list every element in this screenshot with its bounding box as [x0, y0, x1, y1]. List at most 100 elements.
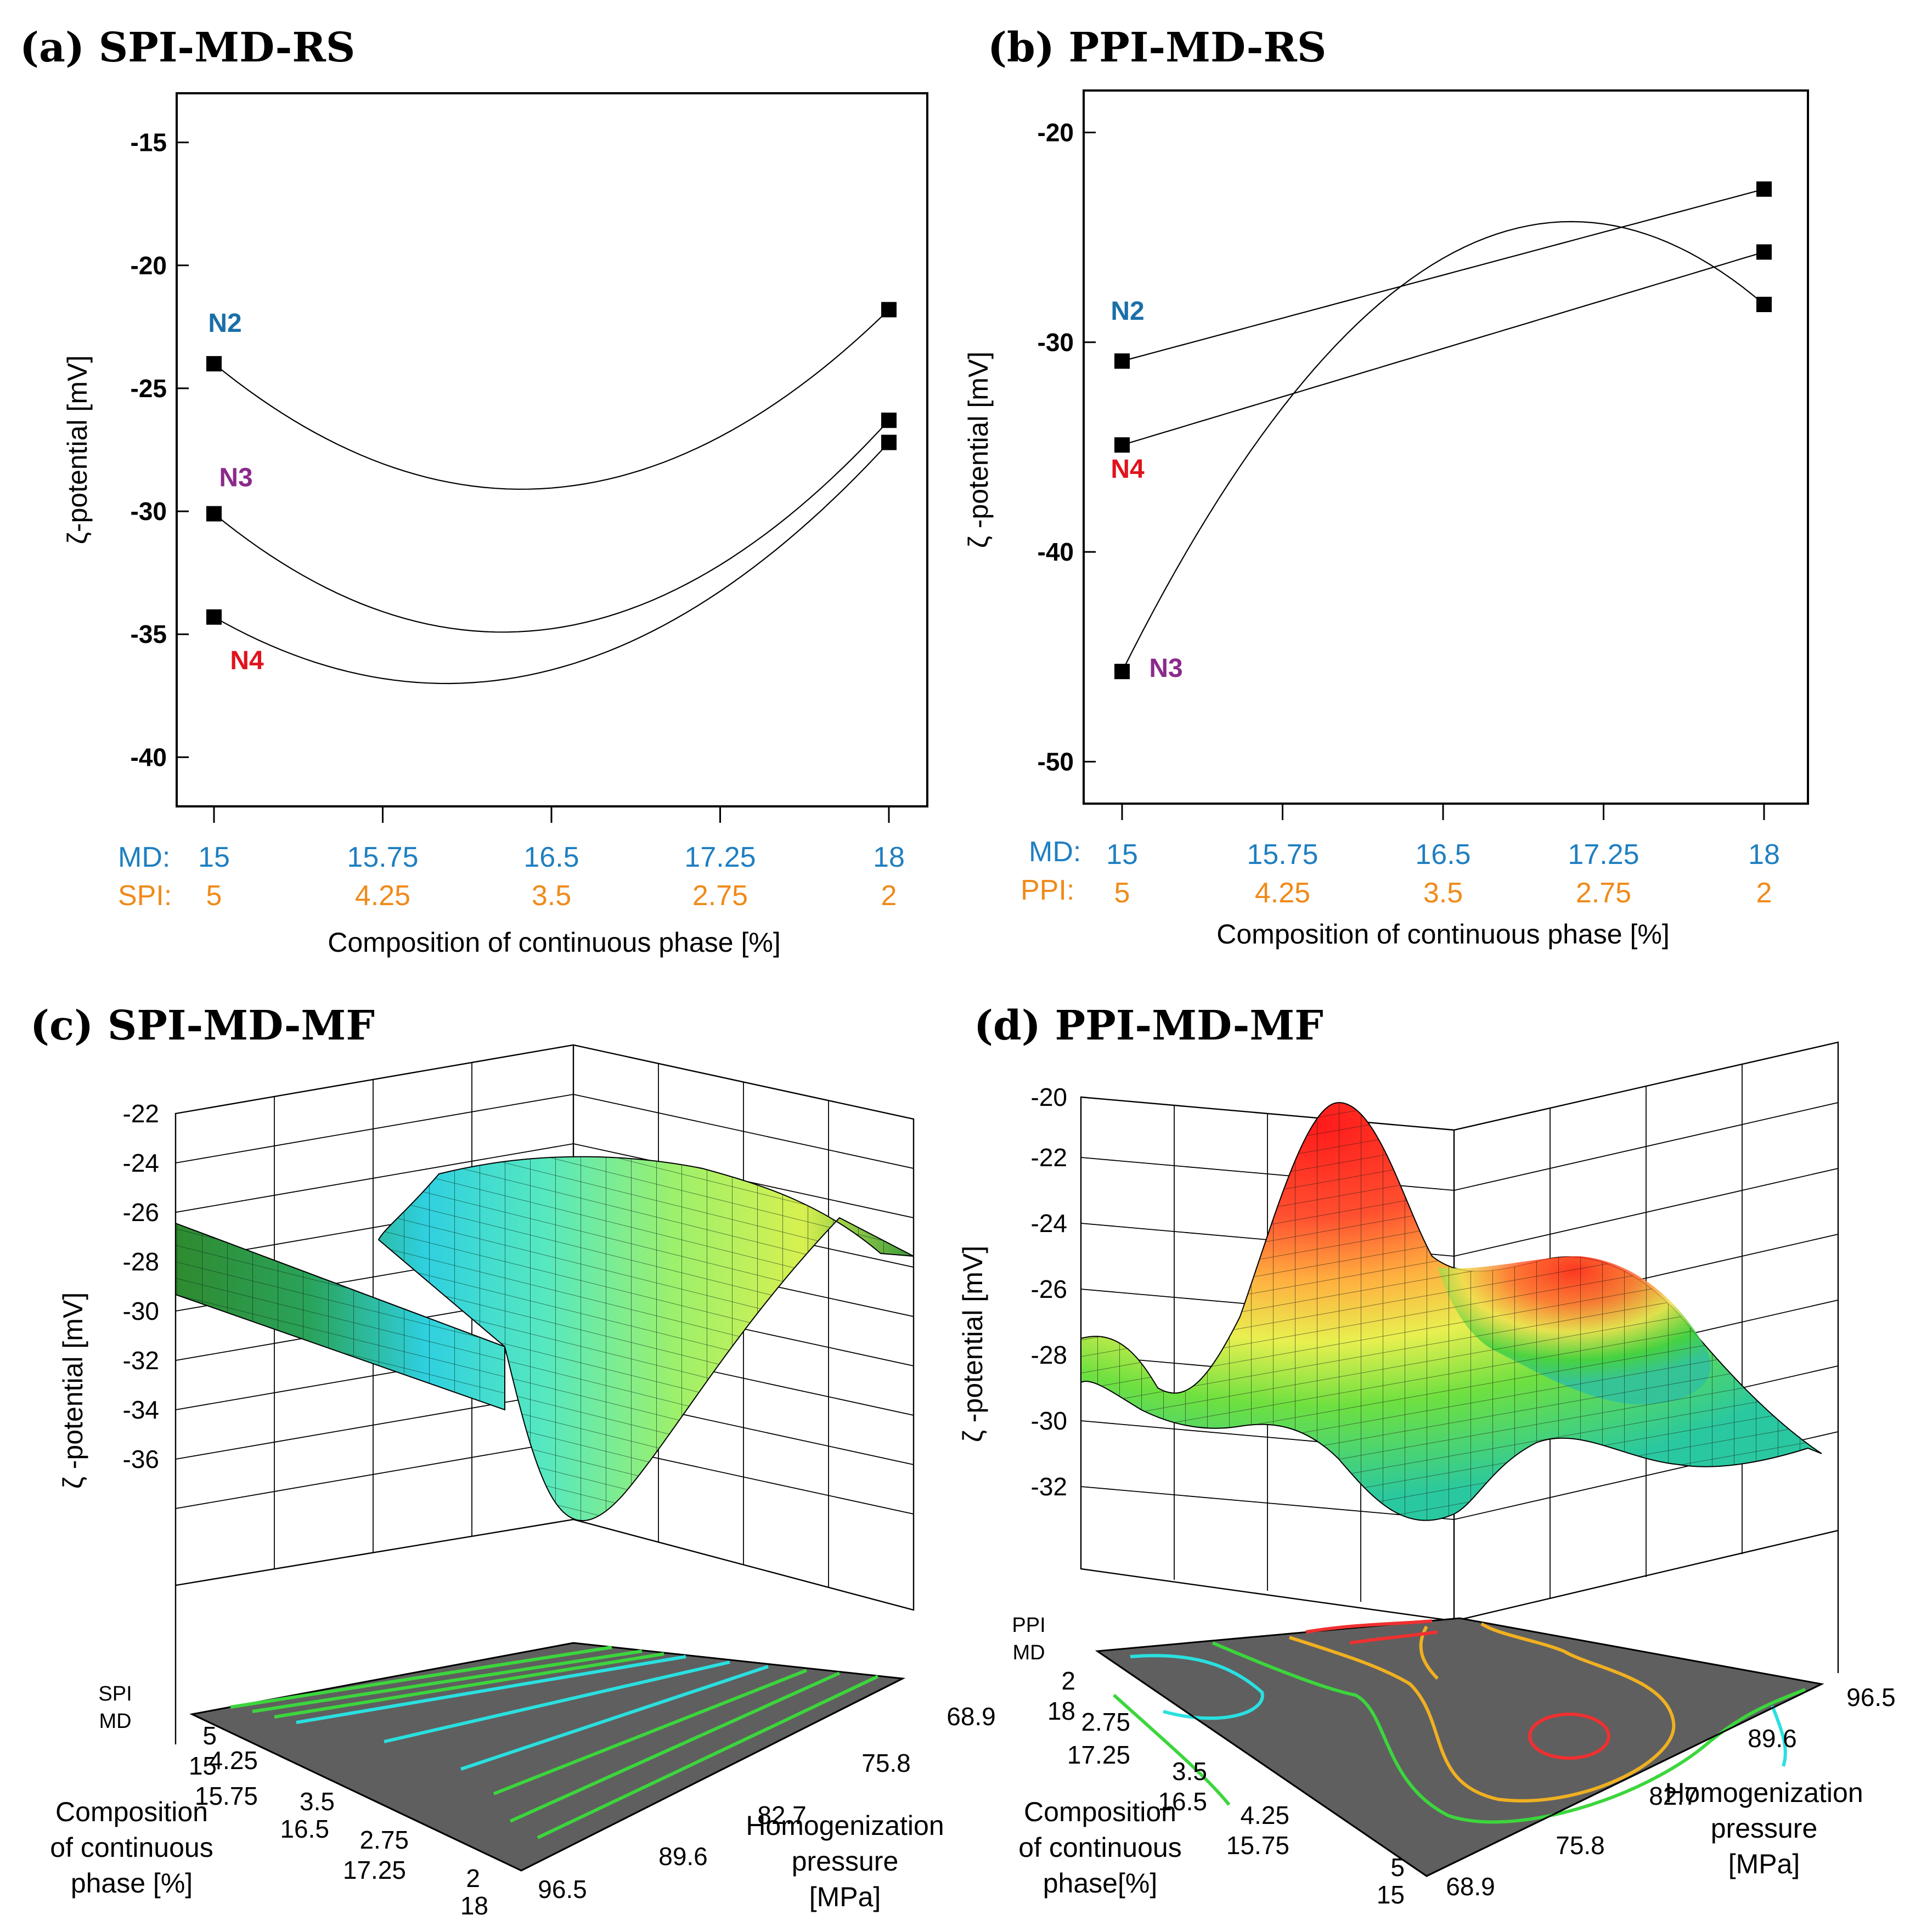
- y-tick-label: -20: [131, 251, 167, 280]
- data-point-N4: [1756, 244, 1772, 260]
- panel-c-comp-label-1: Composition: [55, 1797, 208, 1827]
- md-tick-label: 17.25: [1568, 839, 1639, 871]
- pressure-tick-label: 96.5: [1846, 1683, 1896, 1711]
- panel-a-points: [206, 302, 897, 625]
- panel-b-series-labels: N2 N4 N3: [1111, 297, 1182, 683]
- pi-tick-label: 2.75: [1576, 877, 1631, 909]
- panel-b-points: [1114, 181, 1772, 680]
- panel-d-comp-label-2: of continuous: [1018, 1832, 1181, 1863]
- pressure-tick-label: 82.7: [1649, 1782, 1698, 1810]
- pi-tick-label: 5: [1390, 1853, 1405, 1882]
- y-tick-label: -35: [131, 620, 167, 648]
- series-label-N3: N3: [1149, 654, 1182, 683]
- panel-c-zlabel: ζ -potential [mV]: [58, 1292, 88, 1489]
- z-tick-label: -24: [1031, 1209, 1067, 1238]
- panel-a-curves: [213, 309, 889, 685]
- data-point-N4: [1114, 437, 1130, 453]
- z-tick-label: -32: [1031, 1472, 1067, 1501]
- y-tick-label: -20: [1038, 118, 1074, 146]
- pi-tick-label: 2: [1061, 1667, 1075, 1695]
- panel-b-ppi-prefix: PPI:: [1021, 874, 1074, 906]
- data-point-N2: [1756, 181, 1772, 197]
- pi-tick-label: 2: [1756, 877, 1772, 909]
- z-tick-label: -26: [123, 1198, 159, 1227]
- z-tick-label: -28: [1031, 1341, 1067, 1369]
- pi-tick-label: 4.25: [355, 880, 410, 912]
- y-tick-label: -25: [131, 374, 167, 403]
- md-tick-label: 15.75: [347, 841, 418, 873]
- data-point-N3: [1756, 297, 1772, 312]
- y-tick-label: -30: [1038, 328, 1074, 357]
- md-tick-label: 15: [1377, 1880, 1405, 1909]
- panel-a-ylabel: ζ-potential [mV]: [62, 355, 93, 544]
- panel-d-zlabel: ζ -potential [mV]: [957, 1246, 988, 1442]
- series-label-N4: N4: [1111, 455, 1145, 484]
- data-point-N4: [881, 434, 897, 450]
- pi-tick-label: 5: [206, 880, 222, 912]
- data-point-N4: [206, 609, 222, 625]
- panel-c-comp-label-2: of continuous: [50, 1832, 213, 1863]
- panel-c-floor-edges: [191, 1677, 903, 1872]
- panel-a-md-prefix: MD:: [118, 841, 170, 873]
- pressure-tick-label: 68.9: [946, 1702, 996, 1731]
- pi-tick-label: 5: [1114, 877, 1130, 909]
- md-tick-label: 15.75: [195, 1782, 258, 1810]
- pi-tick-label: 2: [466, 1864, 480, 1893]
- pi-tick-label: 2.75: [1081, 1708, 1130, 1736]
- md-tick-label: 17.25: [343, 1856, 406, 1884]
- pi-tick-label: 4.25: [1240, 1801, 1289, 1829]
- pressure-tick-label: 82.7: [757, 1801, 807, 1829]
- series-curve-N3: [1122, 221, 1765, 672]
- series-curve-N3: [213, 420, 889, 633]
- pi-tick-label: 5: [202, 1721, 217, 1750]
- panel-d-floor-edges: [1097, 1650, 1822, 1877]
- series-label-N3: N3: [219, 464, 252, 493]
- panel-c-comp-label-3: phase [%]: [71, 1868, 193, 1899]
- y-tick-label: -40: [1038, 538, 1074, 566]
- pi-tick-label: 3.5: [532, 880, 571, 912]
- series-curve-N4: [213, 442, 889, 685]
- md-tick-label: 18: [460, 1891, 488, 1920]
- y-tick-label: -15: [131, 128, 167, 157]
- series-label-N2: N2: [1111, 297, 1144, 326]
- z-tick-label: -30: [1031, 1406, 1067, 1435]
- md-tick-label: 15.75: [1226, 1831, 1289, 1860]
- pressure-tick-label: 89.6: [1748, 1724, 1797, 1753]
- pressure-tick-label: 68.9: [1446, 1872, 1495, 1901]
- panel-c-contours: [230, 1646, 879, 1839]
- panel-a-x-ticks: 15 5 15.75 4.25 16.5 3.5 17.25 2.75 18 2: [198, 806, 905, 912]
- pressure-tick-label: 75.8: [861, 1749, 911, 1777]
- panel-d-axis-head-md: MD: [1012, 1641, 1045, 1664]
- panel-c-press-label-1: Homogenization: [746, 1810, 944, 1841]
- data-point-N2: [1114, 353, 1130, 369]
- panel-b-y-ticks: -20 -30 -40 -50: [1038, 118, 1096, 776]
- md-tick-label: 18: [1748, 839, 1780, 871]
- md-tick-label: 15: [1106, 839, 1138, 871]
- z-tick-label: -22: [1031, 1143, 1067, 1172]
- z-tick-label: -24: [123, 1149, 159, 1177]
- panel-d-z-ticks: -20 -22 -24 -26 -28 -30 -32: [1031, 1083, 1067, 1501]
- panel-d-pressure-ticks: 68.9 75.8 82.7 89.6 96.5: [1446, 1683, 1896, 1901]
- panel-b-frame: [1083, 89, 1809, 805]
- z-tick-label: -34: [123, 1396, 159, 1424]
- panel-b-curves: [1122, 188, 1765, 672]
- data-point-N2: [881, 302, 897, 318]
- pi-tick-label: 2.75: [359, 1826, 409, 1854]
- y-tick-label: -40: [131, 743, 167, 771]
- panel-a-y-ticks: -15 -20 -25 -30 -35 -40: [131, 128, 189, 771]
- panel-d-comp-label-1: Composition: [1024, 1797, 1176, 1827]
- md-tick-label: 18: [1047, 1697, 1075, 1725]
- y-tick-label: -30: [131, 497, 167, 526]
- panel-a-series-labels: N2 N3 N4: [208, 309, 264, 675]
- panel-d-press-label-3: [MPa]: [1728, 1849, 1800, 1879]
- pi-tick-label: 3.5: [1423, 877, 1463, 909]
- md-tick-label: 18: [873, 841, 905, 873]
- pi-tick-label: 4.25: [209, 1746, 258, 1775]
- md-tick-label: 15.75: [1247, 839, 1318, 871]
- z-tick-label: -30: [123, 1297, 159, 1325]
- panel-c-surface: [175, 1156, 914, 1521]
- panel-c-title: (c) SPI-MD-MF: [30, 1002, 375, 1049]
- z-tick-label: -26: [1031, 1275, 1067, 1303]
- md-tick-label: 16.5: [280, 1815, 329, 1843]
